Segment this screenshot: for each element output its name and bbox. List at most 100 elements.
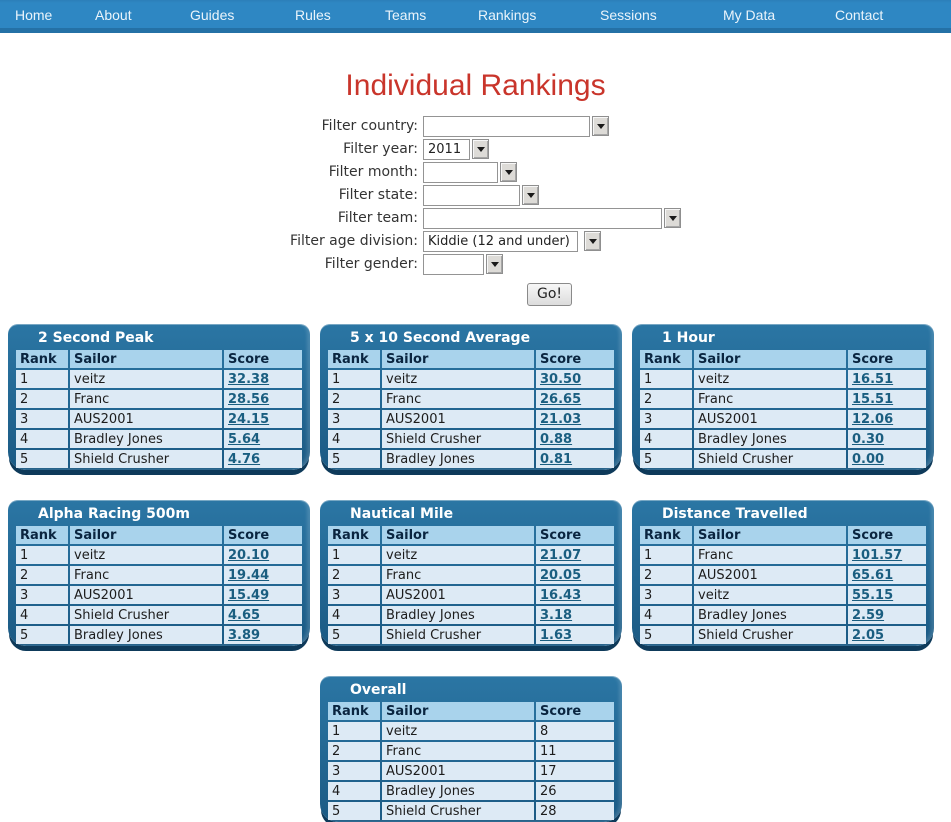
dropdown-button[interactable] — [664, 208, 681, 228]
score-link[interactable]: 32.38 — [228, 371, 270, 387]
score-link[interactable]: 20.10 — [228, 547, 270, 563]
nav-item-guides[interactable]: Guides — [190, 7, 235, 23]
sailor-cell: Shield Crusher — [382, 802, 534, 820]
rank-cell: 2 — [328, 566, 380, 584]
score-link[interactable]: 3.89 — [228, 627, 261, 643]
score-link[interactable]: 21.07 — [540, 547, 582, 563]
score-link[interactable]: 2.05 — [852, 627, 885, 643]
rank-cell: 4 — [640, 430, 692, 448]
sailor-header: Sailor — [382, 526, 534, 544]
filter-month-select[interactable] — [423, 161, 517, 183]
score-cell: 17 — [536, 762, 614, 780]
score-link[interactable]: 55.15 — [852, 587, 894, 603]
nav-item-home[interactable]: Home — [15, 7, 53, 23]
score-cell: 21.07 — [536, 546, 614, 564]
nav-item-about[interactable]: About — [95, 7, 132, 23]
sailor-header: Sailor — [694, 350, 846, 368]
dropdown-button[interactable] — [584, 231, 601, 251]
sailor-cell: Bradley Jones — [382, 450, 534, 468]
rank-cell: 2 — [328, 390, 380, 408]
score-link[interactable]: 1.63 — [540, 627, 573, 643]
nav-item-contact[interactable]: Contact — [835, 7, 884, 23]
chevron-down-icon — [526, 192, 535, 198]
table-header-row: Rank Sailor Score — [16, 526, 302, 544]
sailor-cell: Franc — [694, 546, 846, 564]
dropdown-button[interactable] — [522, 185, 539, 205]
score-cell: 2.05 — [848, 626, 926, 644]
rank-cell: 5 — [328, 626, 380, 644]
score-link[interactable]: 12.06 — [852, 411, 894, 427]
sailor-cell: Franc — [70, 566, 222, 584]
rank-cell: 5 — [640, 450, 692, 468]
nav-item-my-data[interactable]: My Data — [723, 7, 776, 23]
score-link[interactable]: 24.15 — [228, 411, 270, 427]
ranking-panels-grid: 2 Second Peak Rank Sailor Score 1 veitz … — [8, 324, 951, 822]
sailor-cell: Shield Crusher — [70, 606, 222, 624]
table-row: 3 AUS2001 24.15 — [16, 410, 302, 428]
chevron-down-icon — [504, 169, 513, 175]
score-link[interactable]: 15.51 — [852, 391, 894, 407]
ranking-table: Rank Sailor Score 1 veitz 30.50 2 Franc … — [326, 348, 616, 470]
nav-item-rankings[interactable]: Rankings — [478, 7, 537, 23]
score-link[interactable]: 19.44 — [228, 567, 270, 583]
score-header: Score — [536, 702, 614, 720]
filter-row-month: Filter month: — [0, 161, 951, 183]
table-row: 1 veitz 32.38 — [16, 370, 302, 388]
score-link[interactable]: 4.76 — [228, 451, 261, 467]
filter-country-select[interactable] — [423, 115, 609, 137]
table-row: 2 Franc 11 — [328, 742, 614, 760]
score-link[interactable]: 30.50 — [540, 371, 582, 387]
rank-header: Rank — [16, 526, 68, 544]
rank-cell: 2 — [640, 566, 692, 584]
sailor-cell: Shield Crusher — [694, 450, 846, 468]
panel-overall: Overall Rank Sailor Score 1 veitz 8 2 Fr… — [320, 676, 622, 822]
score-header: Score — [848, 350, 926, 368]
score-link[interactable]: 26.65 — [540, 391, 582, 407]
rank-cell: 4 — [16, 606, 68, 624]
rank-cell: 4 — [328, 606, 380, 624]
rank-header: Rank — [640, 526, 692, 544]
score-link[interactable]: 16.51 — [852, 371, 894, 387]
score-link[interactable]: 0.00 — [852, 451, 885, 467]
filter-year-select[interactable]: 2011 — [423, 138, 489, 160]
dropdown-button[interactable] — [592, 116, 609, 136]
page-title: Individual Rankings — [345, 69, 606, 102]
panel-title: Alpha Racing 500m — [38, 506, 190, 522]
score-link[interactable]: 0.30 — [852, 431, 885, 447]
table-row: 1 veitz 20.10 — [16, 546, 302, 564]
select-value: 2011 — [423, 138, 470, 160]
nav-item-sessions[interactable]: Sessions — [600, 7, 657, 23]
filter-gender-select[interactable] — [423, 253, 503, 275]
score-link[interactable]: 4.65 — [228, 607, 261, 623]
rank-cell: 4 — [328, 782, 380, 800]
score-link[interactable]: 15.49 — [228, 587, 270, 603]
dropdown-button[interactable] — [500, 162, 517, 182]
table-row: 4 Shield Crusher 4.65 — [16, 606, 302, 624]
score-link[interactable]: 65.61 — [852, 567, 894, 583]
dropdown-button[interactable] — [486, 254, 503, 274]
dropdown-button[interactable] — [472, 139, 489, 159]
filter-age-division-select[interactable]: Kiddie (12 and under) — [423, 230, 601, 252]
score-link[interactable]: 0.81 — [540, 451, 573, 467]
filter-team-select[interactable] — [423, 207, 681, 229]
score-link[interactable]: 28.56 — [228, 391, 270, 407]
score-link[interactable]: 101.57 — [852, 547, 903, 563]
filter-team-label: Filter team: — [337, 210, 418, 226]
score-link[interactable]: 5.64 — [228, 431, 261, 447]
score-link[interactable]: 3.18 — [540, 607, 573, 623]
nav-item-teams[interactable]: Teams — [385, 7, 427, 23]
table-row: 2 AUS2001 65.61 — [640, 566, 926, 584]
sailor-cell: Franc — [382, 390, 534, 408]
score-link[interactable]: 2.59 — [852, 607, 885, 623]
nav-item-rules[interactable]: Rules — [295, 7, 331, 23]
filter-state-select[interactable] — [423, 184, 539, 206]
score-link[interactable]: 20.05 — [540, 567, 582, 583]
score-link[interactable]: 0.88 — [540, 431, 573, 447]
table-row: 4 Bradley Jones 0.30 — [640, 430, 926, 448]
go-button[interactable]: Go! — [527, 283, 573, 306]
score-link[interactable]: 21.03 — [540, 411, 582, 427]
score-link[interactable]: 16.43 — [540, 587, 582, 603]
score-cell: 55.15 — [848, 586, 926, 604]
table-row: 5 Shield Crusher 0.00 — [640, 450, 926, 468]
rank-header: Rank — [328, 702, 380, 720]
